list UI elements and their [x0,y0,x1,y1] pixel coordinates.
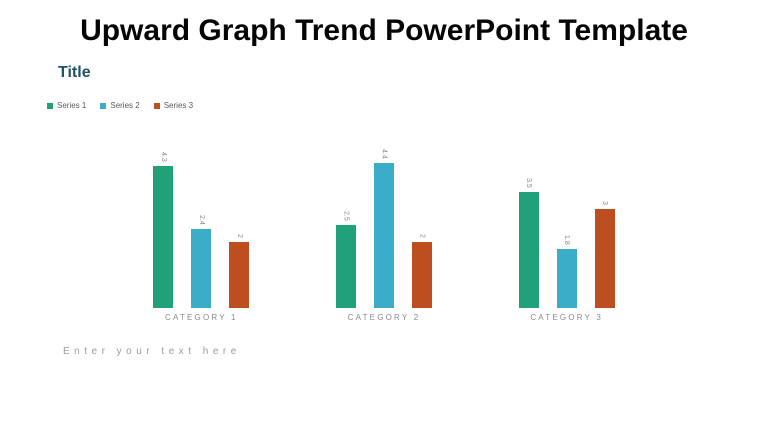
bar-series-3-category-2: 2 [412,234,432,308]
legend-swatch-icon [47,102,53,109]
section-title: Title [58,64,91,81]
bar-value-label: 3 [601,201,609,205]
bar-series-3-category-1: 2 [229,234,250,308]
bar-series-2-category-1: 2.4 [191,215,212,308]
bar-series-2-category-2: 4.4 [374,149,394,308]
bar-series-1-category-3: 3.5 [518,178,539,308]
legend-swatch-icon [153,102,160,109]
category-axis: CATEGORY 1 CATEGORY 2 CATEGORY 3 [110,313,658,322]
bar-value-label: 3.5 [525,178,533,188]
bar-series-3-category-3: 3 [594,201,615,308]
bar-group-1: 4.3 2.4 2 [110,143,293,308]
chart-plot: 4.3 2.4 2 2.5 4.4 2 3.5 1.8 3 [110,143,658,308]
bar-value-label: 2.5 [342,211,350,221]
bar-value-label: 2 [418,234,426,238]
bar-series-2-category-3: 1.8 [556,235,577,308]
legend-item-series-1: Series 1 [47,101,86,110]
bar-group-2: 2.5 4.4 2 [293,143,476,308]
bar-chart: 4.3 2.4 2 2.5 4.4 2 3.5 1.8 3 [110,143,658,308]
main-title: Upward Graph Trend PowerPoint Template [80,14,688,47]
text-placeholder[interactable]: Enter your text here [63,346,241,357]
category-label-1: CATEGORY 1 [164,313,238,322]
category-label-3: CATEGORY 3 [530,313,604,322]
bar-group-3: 3.5 1.8 3 [475,143,658,308]
chart-legend: Series 1 Series 2 Series 3 [47,101,193,110]
bar-value-label: 4.3 [159,152,167,162]
bar-value-label: 1.8 [563,235,571,245]
legend-item-series-2: Series 2 [100,101,140,110]
bar-value-label: 2 [235,234,243,238]
bar-value-label: 2.4 [197,215,205,225]
legend-swatch-icon [100,102,107,109]
bar-value-label: 4.4 [380,149,388,159]
legend-label: Series 2 [110,101,140,110]
category-label-2: CATEGORY 2 [347,313,421,322]
bar-series-1-category-1: 4.3 [153,152,174,308]
legend-label: Series 1 [57,101,87,110]
legend-label: Series 3 [163,101,194,110]
bar-series-1-category-2: 2.5 [336,211,356,308]
legend-item-series-3: Series 3 [153,101,194,110]
